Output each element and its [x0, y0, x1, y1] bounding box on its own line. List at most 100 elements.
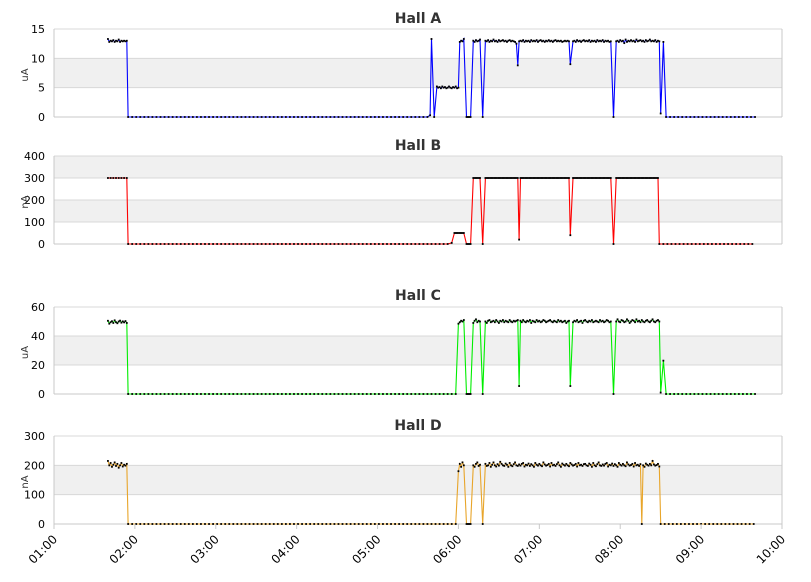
panel-4-data-point	[585, 464, 588, 467]
panel-2-data-point	[566, 177, 569, 179]
panel-4-data-point	[119, 464, 121, 467]
panel-1-data-point	[589, 41, 592, 43]
panel-3-data-point	[497, 322, 500, 324]
panel-4-data-point	[159, 523, 162, 525]
panel-1-data-point	[693, 116, 696, 118]
panel-2-data-point	[562, 177, 565, 179]
panel-3-data-point	[159, 393, 162, 395]
panel-4-data-point	[446, 523, 449, 525]
panel-3-data-point	[394, 393, 396, 395]
panel-2-data-point	[631, 177, 634, 179]
panel-3-data-point	[531, 319, 534, 322]
panel-4-data-point	[125, 462, 128, 465]
panel-2-data-point	[418, 243, 421, 245]
panel-1-data-point	[654, 39, 657, 42]
panel-3-data-point	[236, 393, 239, 395]
panel-4-data-point	[484, 462, 487, 465]
panel-3-data-point	[357, 393, 360, 395]
panel-3-data-point	[616, 318, 619, 321]
panel-1-data-point	[496, 41, 499, 43]
panel-4-data-point	[593, 464, 596, 467]
panel-1-data-point	[541, 40, 543, 43]
panel-2-data-point	[702, 243, 705, 245]
panel-3-data-point	[123, 321, 126, 324]
panel-2-data-point	[426, 243, 429, 245]
panel-1-data-point	[650, 40, 653, 43]
panel-3-data-point	[468, 393, 471, 395]
panel-1-data-point	[558, 40, 561, 43]
panel-4-data-point	[418, 523, 421, 525]
panel-2-data-point	[531, 177, 534, 179]
panel-1-data-point	[402, 116, 405, 118]
panel-3-data-point	[619, 321, 622, 324]
panel-3-data-point	[454, 393, 457, 395]
panel-1-data-point	[497, 39, 500, 42]
panel-4-data-point	[341, 523, 344, 525]
panel-2-data-point	[115, 177, 117, 179]
panel-2-data-point	[642, 177, 645, 179]
x-tick-label: 10:00	[754, 532, 788, 566]
panel-3-data-point	[493, 321, 496, 324]
panel-2-data-point	[634, 177, 636, 179]
panel-2-data-point	[650, 177, 653, 179]
panel-4-ytick-label: 300	[24, 430, 45, 443]
panel-2-data-point	[582, 177, 585, 179]
panel-1-data-point	[655, 41, 658, 43]
panel-4-data-point	[604, 462, 607, 465]
panel-2-data-point	[496, 177, 499, 179]
panel-1-data-point	[333, 116, 336, 118]
panel-4-data-point	[638, 465, 640, 467]
panel-4-data-point	[289, 523, 291, 525]
panel-3-data-point	[508, 319, 511, 321]
panel-1-data-point	[111, 40, 113, 43]
panel-2-data-point	[450, 242, 453, 244]
panel-2-title: Hall B	[395, 138, 441, 154]
panel-2-data-point	[264, 243, 267, 245]
panel-2-data-point	[747, 243, 750, 245]
panel-1-data-point	[592, 40, 595, 43]
x-tick-label: 05:00	[349, 532, 383, 566]
panel-1-data-point	[492, 38, 495, 41]
panel-4-data-point	[643, 465, 646, 468]
panel-4-data-point	[503, 465, 506, 467]
panel-4-data-point	[688, 523, 690, 525]
panel-1-data-point	[293, 116, 295, 118]
panel-4-data-point	[212, 523, 214, 525]
panel-4-data-point	[646, 463, 649, 466]
panel-2-data-point	[523, 177, 526, 179]
panel-1-data-point	[479, 38, 481, 41]
panel-4-data-point	[497, 464, 500, 467]
panel-4-data-point	[564, 464, 566, 467]
panel-1-data-point	[476, 40, 479, 43]
panel-2-data-point	[305, 243, 308, 245]
panel-3-data-point	[276, 393, 279, 395]
panel-1-data-point	[429, 114, 432, 117]
panel-2-data-point	[628, 177, 631, 179]
panel-2-data-point	[557, 177, 560, 179]
panel-2-data-point	[601, 177, 604, 179]
panel-2-data-point	[200, 243, 202, 245]
panel-3-data-point	[565, 322, 568, 324]
panel-1-data-point	[600, 40, 603, 43]
panel-1-data-point	[468, 116, 471, 118]
panel-3-data-point	[639, 321, 642, 324]
panel-1-data-point	[603, 41, 605, 43]
panel-1-data-point	[414, 116, 417, 118]
panel-4-data-point	[305, 523, 308, 525]
panel-3-data-point	[373, 393, 376, 395]
panel-3-data-point	[538, 319, 541, 322]
panel-2-data-point	[751, 243, 754, 245]
panel-4-data-point	[558, 464, 561, 467]
panel-1-data-point	[135, 116, 138, 118]
panel-1-data-point	[627, 39, 630, 42]
panel-3-data-point	[627, 319, 630, 322]
panel-3-data-point	[325, 393, 328, 395]
panel-3-data-point	[555, 321, 558, 324]
panel-2-data-point	[329, 243, 332, 245]
panel-3-data-point	[615, 320, 618, 323]
panel-2-data-point	[630, 177, 632, 179]
panel-1-data-point	[582, 39, 585, 42]
panel-2-data-point	[353, 243, 356, 245]
panel-1-data-point	[440, 87, 442, 90]
panel-3-data-point	[701, 393, 704, 395]
